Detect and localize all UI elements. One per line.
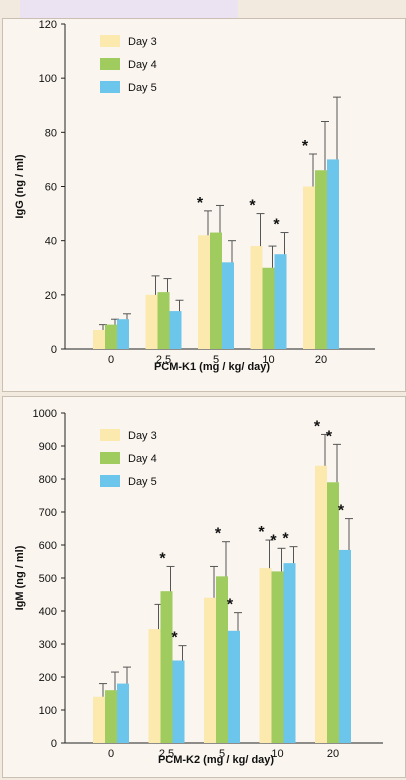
y-tick-label: 1000 bbox=[33, 408, 57, 420]
y-axis-title: IgG (ng / ml) bbox=[14, 154, 26, 218]
significance-star: * bbox=[338, 503, 345, 520]
x-tick-label: 20 bbox=[327, 748, 339, 760]
significance-star: * bbox=[215, 526, 222, 543]
y-tick-label: 100 bbox=[39, 705, 57, 717]
significance-star: * bbox=[227, 597, 234, 614]
bar bbox=[204, 597, 216, 743]
significance-star: * bbox=[249, 198, 256, 215]
x-tick-label: 0 bbox=[108, 354, 114, 366]
legend-swatch bbox=[100, 475, 120, 487]
bar bbox=[259, 568, 272, 743]
bar bbox=[315, 170, 327, 349]
igm-chart: 0 100 200 300 400 500 600 700 800 900 1000 0 2.5 5 10 2… bbox=[14, 408, 383, 766]
header-strip bbox=[20, 0, 238, 18]
bar bbox=[105, 690, 117, 743]
significance-star: * bbox=[258, 524, 265, 541]
y-tick-label: 100 bbox=[39, 73, 57, 85]
y-tick-label: 500 bbox=[39, 573, 57, 585]
y-tick-label: 800 bbox=[39, 474, 57, 486]
y-tick-label: 0 bbox=[51, 738, 57, 750]
y-tick-label: 40 bbox=[45, 236, 57, 248]
significance-star: * bbox=[197, 195, 204, 212]
igm-chart-panel: 0 100 200 300 400 500 600 700 800 900 1000 0 2.5 5 10 2… bbox=[2, 396, 406, 778]
igg-chart: 0 20 40 60 80 100 120 0 2.5 5 10 20 PCM-K1 (mg / kg/… bbox=[14, 19, 375, 373]
x-tick-label: 10 bbox=[271, 748, 283, 760]
legend-swatch bbox=[100, 81, 120, 93]
bar bbox=[93, 696, 105, 743]
y-tick-label: 0 bbox=[51, 344, 57, 356]
y-tick-label: 20 bbox=[45, 290, 57, 302]
bar bbox=[250, 246, 263, 349]
y-tick-label: 700 bbox=[39, 507, 57, 519]
legend-label: Day 5 bbox=[128, 82, 157, 94]
y-tick-label: 400 bbox=[39, 606, 57, 618]
x-tick-label: 2.5 bbox=[156, 354, 171, 366]
bar bbox=[262, 267, 275, 349]
x-tick-label: 0 bbox=[108, 748, 114, 760]
bar bbox=[271, 571, 284, 743]
y-tick-label: 200 bbox=[39, 672, 57, 684]
significance-star: * bbox=[270, 532, 277, 549]
bar bbox=[274, 254, 287, 349]
legend-swatch bbox=[100, 452, 120, 464]
x-tick-label: 5 bbox=[219, 748, 225, 760]
significance-star: * bbox=[326, 428, 333, 445]
x-axis-title: PCM-K1 (mg / kg/ day) bbox=[154, 361, 270, 373]
bar bbox=[327, 159, 339, 349]
legend-label: Day 3 bbox=[128, 36, 157, 48]
y-tick-label: 120 bbox=[39, 19, 57, 31]
igg-chart-panel: 0 20 40 60 80 100 120 0 2.5 5 10 20 PCM-K1 (mg / kg/… bbox=[2, 18, 406, 392]
x-tick-label: 20 bbox=[315, 354, 327, 366]
x-axis-title: PCM-K2 (mg / kg/ day) bbox=[158, 754, 274, 766]
bar bbox=[145, 294, 158, 349]
bar bbox=[283, 563, 296, 743]
bar bbox=[172, 660, 185, 743]
y-tick-label: 60 bbox=[45, 182, 57, 194]
bar bbox=[222, 262, 234, 349]
significance-star: * bbox=[273, 217, 280, 234]
legend-label: Day 3 bbox=[128, 430, 157, 442]
y-tick-label: 80 bbox=[45, 127, 57, 139]
y-axis-title: IgM (ng / ml) bbox=[14, 545, 26, 610]
bar bbox=[117, 319, 129, 349]
bar bbox=[303, 186, 315, 349]
bar bbox=[93, 330, 105, 349]
y-tick-label: 600 bbox=[39, 540, 57, 552]
x-tick-label: 5 bbox=[213, 354, 219, 366]
legend-label: Day 4 bbox=[128, 59, 157, 71]
y-tick-label: 300 bbox=[39, 639, 57, 651]
bar bbox=[148, 629, 161, 743]
legend-swatch bbox=[100, 58, 120, 70]
legend-label: Day 5 bbox=[128, 476, 157, 488]
bar bbox=[105, 324, 117, 349]
x-tick-label: 2.5 bbox=[159, 748, 174, 760]
bar bbox=[327, 482, 339, 743]
bar bbox=[160, 591, 173, 743]
bar bbox=[157, 292, 170, 349]
bar bbox=[169, 311, 182, 349]
bar bbox=[210, 232, 222, 349]
legend-swatch bbox=[100, 429, 120, 441]
significance-star: * bbox=[314, 418, 321, 435]
x-tick-label: 10 bbox=[262, 354, 274, 366]
legend-label: Day 4 bbox=[128, 453, 157, 465]
legend-swatch bbox=[100, 35, 120, 47]
y-tick-label: 900 bbox=[39, 441, 57, 453]
significance-star: * bbox=[282, 531, 289, 548]
bar bbox=[117, 683, 129, 743]
bar bbox=[339, 549, 351, 743]
significance-star: * bbox=[171, 630, 178, 647]
significance-star: * bbox=[159, 550, 166, 567]
bar bbox=[198, 235, 210, 349]
bar bbox=[315, 465, 327, 743]
significance-star: * bbox=[302, 138, 309, 155]
bar bbox=[216, 576, 228, 743]
bar bbox=[228, 630, 240, 743]
